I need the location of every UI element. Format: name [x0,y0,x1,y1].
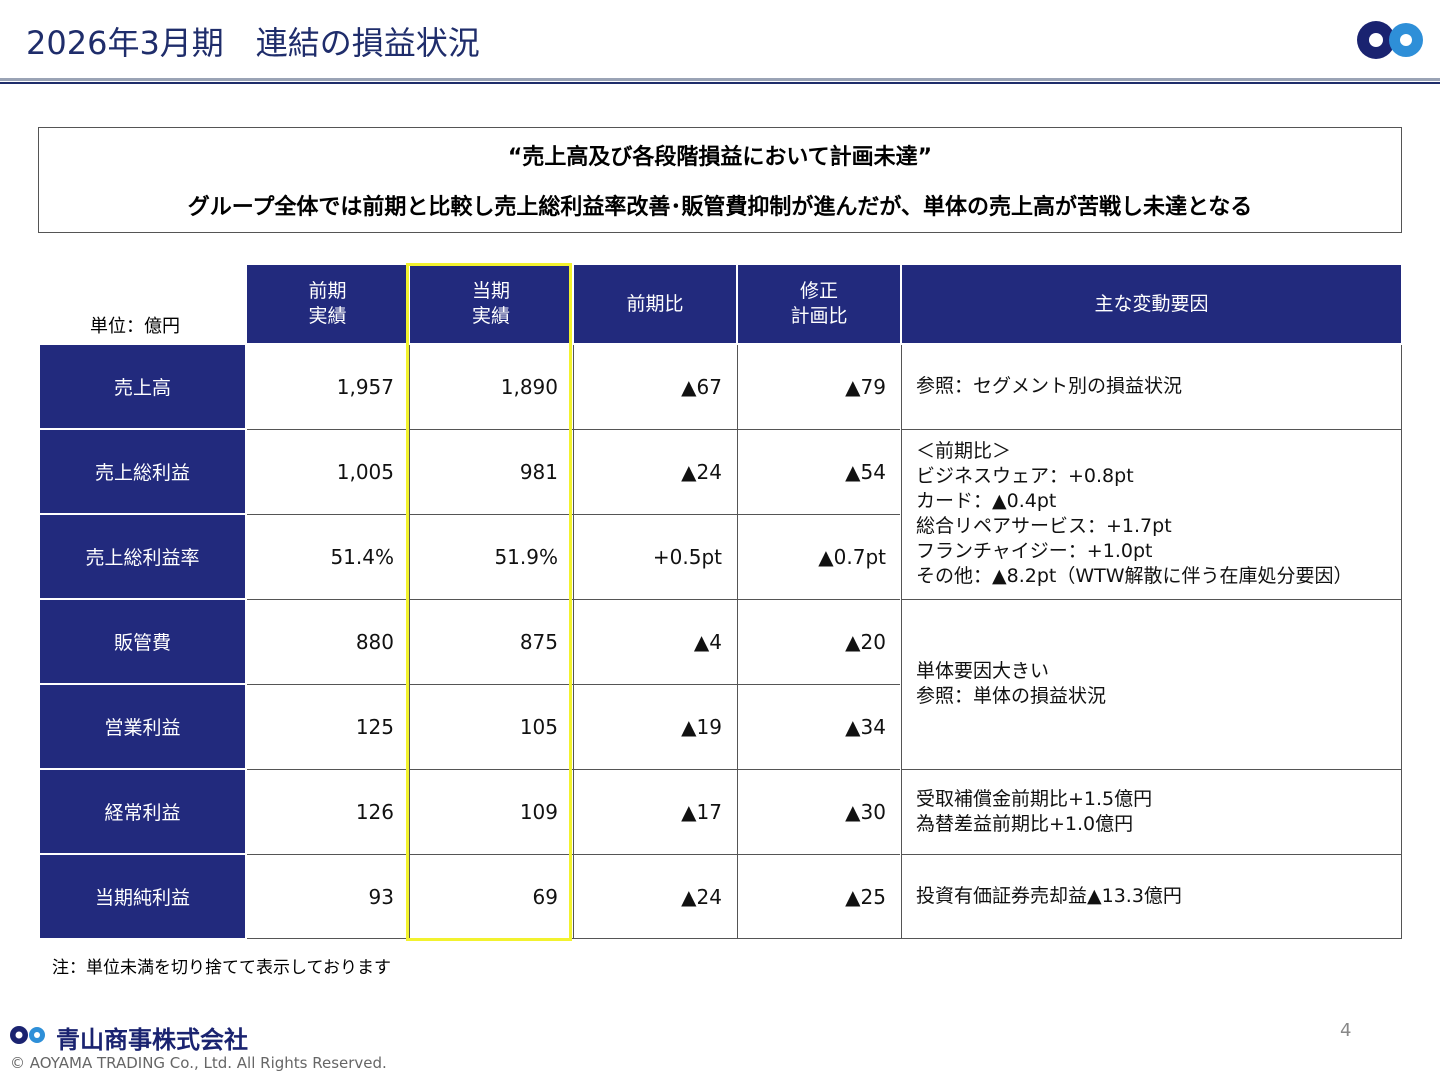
value-cell: ▲19 [681,714,722,739]
note-text: ＜前期比＞ [916,440,1012,462]
row-rule [902,769,1401,770]
note-text: 投資有価証券売却益▲13.3億円 [916,885,1182,907]
value-cell: ▲4 [693,629,722,654]
value-cell: 109 [519,799,558,824]
summary-box: “売上高及び各段階損益において計画未達” グループ全体では前期と比較し売上総利益… [38,127,1402,233]
note-cell: ＜前期比＞ ビジネスウェア：+0.8pt カード：▲0.4pt 総合リペアサービス：+… [902,430,1401,598]
col-rule [409,345,410,938]
value-cell: 69 [532,884,558,909]
note-text: 参照：セグメント別の損益状況 [916,375,1183,397]
col-rule [573,345,574,938]
value-cell: ▲25 [845,884,886,909]
value-cell: ▲0.7pt [818,544,886,569]
note-text: 単体要因大きい [916,660,1050,682]
column-header: 前期 実績 [247,265,408,343]
note-text: ビジネスウェア：+0.8pt [916,465,1134,487]
note-text: カード：▲0.4pt [916,490,1057,512]
value-cell: +0.5pt [652,544,722,569]
row-label: 当期純利益 [40,855,245,938]
row-label: 経常利益 [40,770,245,853]
value-cell: ▲24 [681,459,722,484]
logo [1357,21,1423,59]
col-rule [901,345,902,938]
slide-title: 2026年3月期 連結の損益状況 [26,24,480,62]
row-rule [902,599,1401,600]
summary-line: “売上高及び各段階損益において計画未達” [507,145,933,170]
footnote: 注：単位未満を切り捨てて表示しております [52,958,391,978]
note-text: その他：▲8.2pt（WTW解散に伴う在庫処分要因） [916,565,1353,587]
header-text: 主な変動要因 [1094,292,1209,315]
value-cell: ▲20 [845,629,886,654]
value-cell: 981 [519,459,558,484]
note-text: 為替差益前期比+1.0億円 [916,812,1134,835]
value-cell: 105 [519,714,558,739]
unit-label: 単位：億円 [90,316,180,337]
col-rule [1401,345,1402,938]
value-cell: 1,890 [500,374,558,399]
value-cell: 1,005 [336,459,394,484]
header-text: 実績 [471,305,510,327]
value-cell: ▲67 [681,374,722,399]
note-text: 参照：単体の損益状況 [916,685,1107,707]
column-header: 主な変動要因 [902,265,1401,343]
value-cell: 880 [355,629,394,654]
header-rule [0,82,1440,84]
value-cell: ▲24 [681,884,722,909]
row-label: 販管費 [40,600,245,683]
page-number: 4 [1340,1020,1352,1041]
row-label: 営業利益 [40,685,245,768]
note-cell: 参照：セグメント別の損益状況 [902,345,1401,428]
value-cell: ▲34 [845,714,886,739]
row-rule [902,854,1401,855]
copyright: © AOYAMA TRADING Co., Ltd. All Rights Re… [10,1054,387,1072]
note-cell: 投資有価証券売却益▲13.3億円 [902,855,1401,938]
header-text: 実績 [308,305,347,327]
value-cell: 875 [519,629,558,654]
row-rule [247,938,1402,939]
header-text: 前期比 [626,292,684,315]
value-cell: 126 [355,799,394,824]
note-text: 総合リペアサービス：+1.7pt [916,515,1172,537]
header-text: 計画比 [790,305,848,327]
value-cell: ▲30 [845,799,886,824]
value-cell: ▲79 [845,374,886,399]
row-label: 売上総利益 [40,430,245,513]
highlight-box [406,263,572,941]
column-header: 修正 計画比 [738,265,900,343]
note-text: 受取補償金前期比+1.5億円 [916,787,1153,810]
row-rule [902,429,1401,430]
row-label: 売上高 [40,345,245,428]
row-label: 売上総利益率 [40,515,245,598]
header-rule [0,78,1440,81]
footer-logo [10,1026,45,1044]
value-cell: 51.4% [330,544,394,569]
col-rule [737,345,738,938]
column-header: 当期 実績 [410,265,572,343]
note-cell: 単体要因大きい参照：単体の損益状況 [902,600,1401,768]
value-cell: 125 [355,714,394,739]
header-text: 前期 [308,280,347,302]
value-cell: 93 [368,884,394,909]
value-cell: ▲17 [681,799,722,824]
value-cell: 51.9% [494,544,558,569]
column-header: 前期比 [574,265,736,343]
value-cell: ▲54 [845,459,886,484]
header-text: 修正 [799,280,838,302]
company-name: 青山商事株式会社 [56,1026,248,1054]
header-text: 当期 [471,280,510,302]
value-cell: 1,957 [336,374,394,399]
summary-line: グループ全体では前期と比較し売上総利益率改善･販管費抑制が進んだが、単体の売上高… [187,195,1253,220]
note-cell: 受取補償金前期比+1.5億円 為替差益前期比+1.0億円 [902,770,1401,853]
note-text: フランチャイジー：+1.0pt [916,540,1153,562]
